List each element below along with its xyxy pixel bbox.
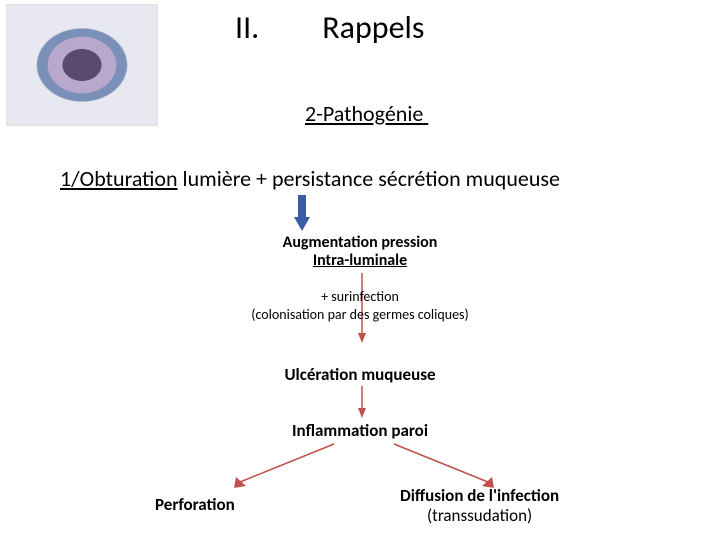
arrow-red-split-right <box>388 442 498 490</box>
step-diffusion: Diffusion de l'infection (transsudation) <box>400 486 559 527</box>
step-ulceration: Ulcération muqueuse <box>284 364 435 385</box>
title-text: Rappels <box>322 8 424 47</box>
pression-l2-text: Intra-luminale <box>313 251 407 270</box>
arrow-blue-down <box>292 195 312 231</box>
arrow-red-2 <box>356 386 368 418</box>
diffusion-l2: (transsudation) <box>400 506 559 526</box>
surinfection-l1: + surinfection <box>0 288 720 306</box>
box-surinfection: + surinfection (colonisation par des ger… <box>0 288 720 323</box>
obturation-rest: lumière + persistance sécrétion muqueuse <box>178 165 560 192</box>
surinfection-l2: (colonisation par des germes coliques) <box>0 306 720 324</box>
title-numeral: II. <box>235 8 315 47</box>
arrow-red-split-left <box>230 442 340 490</box>
obturation-prefix: 1/Obturation <box>60 165 178 192</box>
step-obturation: 1/Obturation lumière + persistance sécré… <box>60 165 560 192</box>
pression-l1-text: Augmentation pression <box>283 233 438 252</box>
histology-image <box>6 4 158 126</box>
subtitle-text: 2-Pathogénie <box>305 100 423 127</box>
box-pression: Augmentation pression Intra-luminale <box>0 234 720 271</box>
subtitle-pathogenie: 2-Pathogénie <box>305 100 428 127</box>
step-perforation: Perforation <box>155 494 235 515</box>
pression-l2: Intra-luminale <box>0 252 720 270</box>
slide-title: II. Rappels <box>235 8 424 47</box>
diffusion-l1: Diffusion de l'infection <box>400 486 559 506</box>
pression-l1: Augmentation pression <box>0 234 720 252</box>
step-inflammation: Inflammation paroi <box>292 420 428 441</box>
